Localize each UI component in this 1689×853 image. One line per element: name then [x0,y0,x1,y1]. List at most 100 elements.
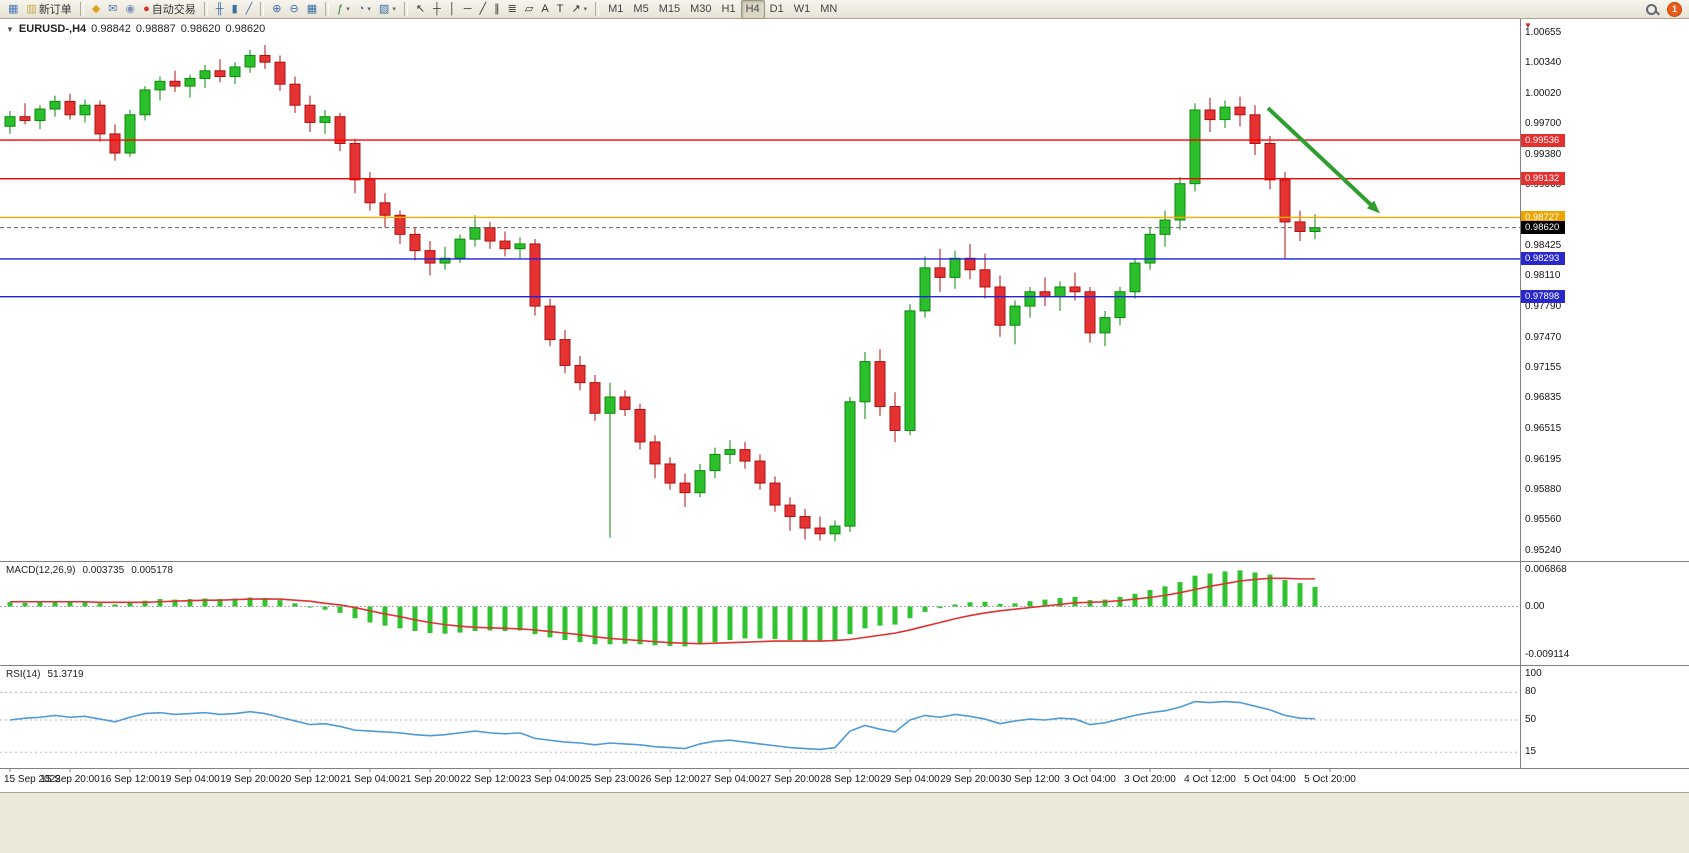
macd-panel-label: MACD(12,26,9) 0.003735 0.005178 [6,565,173,576]
search-icon[interactable] [1646,3,1660,15]
charts-menu-icon: ◆ [91,2,101,15]
timeframe-m15-label: M15 [658,3,681,15]
vertical-line-icon[interactable]: │ [445,0,460,19]
rsi-axis-label: 50 [1525,714,1537,725]
crosshair-icon[interactable]: ┼ [429,0,445,19]
window-bottom-area [0,792,1689,853]
bar-chart-type-icon[interactable]: ╫ [212,0,228,19]
periods-icon: ◔ [357,2,365,15]
new-chart-icon[interactable]: ▦ [4,0,22,19]
timeframe-h4[interactable]: H4 [740,0,765,19]
rsi-axis-label: 80 [1525,686,1537,698]
dropdown-arrow-icon: ▾ [583,6,588,13]
timeframe-w1[interactable]: W1 [789,0,816,19]
charts-menu-icon[interactable]: ◆ [88,0,104,19]
line-chart-type-icon[interactable]: ╱ [242,0,257,19]
timeframe-d1[interactable]: D1 [765,0,789,19]
toolbar-separator [79,2,84,16]
dropdown-arrow-icon: ▾ [367,6,371,13]
templates-icon[interactable]: ▧ ▾ [375,0,400,19]
price-axis-label: 0.98425 [1525,240,1562,252]
toolbar-separator [325,2,330,16]
timeframe-m5[interactable]: M5 [628,0,653,19]
horizontal-line-icon: ─ [463,2,472,15]
expert-advisors-icon[interactable]: ◉ [122,0,140,19]
arrows-icon: ↗ [571,2,581,15]
timeframe-mn[interactable]: MN [815,0,842,19]
magnifier-handle [1655,10,1660,15]
new-order-button[interactable]: ▥ 新订单 [22,0,75,19]
macd-axis-label: -0.009114 [1525,649,1570,660]
support-line-2-price-box: 0.97898 [1521,290,1565,304]
horizontal-line-icon[interactable]: ─ [460,0,476,19]
time-axis-label: 27 Sep 20:00 [760,774,820,785]
trendline-icon[interactable]: ╱ [476,0,491,19]
timeframe-w1-label: W1 [793,3,811,15]
rsi-axis-label: 15 [1525,746,1537,758]
mail-icon: ✉ [108,2,118,15]
channel-icon[interactable]: ∥ [490,0,504,19]
time-axis-label: 5 Oct 04:00 [1244,774,1296,785]
autotrading-button-label: 自动交易 [151,4,196,16]
bar-chart-type-icon: ╫ [215,2,224,15]
fibonacci-icon[interactable]: ≣ [504,0,521,19]
support-line-1-price-box: 0.98293 [1521,252,1565,266]
autotrading-button[interactable]: ● 自动交易 [139,0,200,19]
templates-icon: ▧ [378,2,390,15]
time-axis-label: 23 Sep 04:00 [520,774,580,785]
pivot-line-price-box: 0.98727 [1521,210,1565,224]
price-axis-label: 0.95240 [1525,545,1562,556]
toolbar-separator [203,2,208,16]
chart-open-value: 0.98842 [91,23,131,35]
timeframe-m30[interactable]: M30 [685,0,716,19]
channel-icon: ∥ [494,2,500,15]
text-icon[interactable]: A [537,0,552,19]
price-axis-label: 0.97790 [1525,301,1562,313]
label-icon[interactable]: T [553,0,568,19]
price-axis-label: 0.97155 [1525,361,1562,373]
timeframe-m15[interactable]: M15 [654,0,685,19]
new-chart-icon: ▦ [8,2,19,15]
toolbar-right: 1 [1646,1,1685,17]
periods-icon[interactable]: ◔ ▾ [354,0,375,19]
time-axis[interactable]: 15 Sep 2022 15 Sep 20:00 16 Sep 12:00 19 Se… [0,768,1689,792]
cursor-icon[interactable]: ↖ [412,0,429,19]
time-axis-label: 3 Oct 20:00 [1124,774,1176,785]
time-axis-label: 29 Sep 20:00 [940,774,1000,785]
chart-low-value: 0.98620 [180,23,221,35]
macd-axis-label: 0.00 [1525,600,1545,612]
candlestick-type-icon[interactable]: ▮ [228,0,242,19]
zoom-out-icon: ⊖ [289,2,299,15]
crosshair-icon: ┼ [433,2,441,15]
rsi-axis-label: 100 [1525,668,1542,679]
zoom-in-icon[interactable]: ⊕ [268,0,285,19]
line-chart-type-icon: ╱ [245,2,253,15]
price-axis[interactable]: ▼ 1.00655 1.00340 1.00020 0.99700 0.99380 0.9… [1520,19,1689,768]
dropdown-arrow-icon: ▾ [392,6,396,13]
time-axis-label: 27 Sep 04:00 [700,774,760,785]
price-axis-label: 0.96835 [1525,392,1562,404]
time-axis-label: 29 Sep 04:00 [880,774,940,785]
chart-collapse-icon[interactable]: ▼ [6,24,14,34]
mail-icon[interactable]: ✉ [104,0,121,19]
chart-close-value: 0.98620 [225,23,266,35]
chart-plot-area[interactable] [0,19,1520,768]
candlestick-type-icon: ▮ [231,2,238,15]
notification-badge[interactable]: 1 [1667,1,1682,17]
time-axis-label: 19 Sep 20:00 [220,774,280,785]
indicators-icon[interactable]: ƒ ▾ [333,0,354,19]
resistance-line-2-price-box: 0.99132 [1521,172,1565,186]
time-axis-label: 21 Sep 04:00 [340,774,400,785]
price-axis-label: 0.98110 [1525,270,1561,282]
price-axis-label: 1.00020 [1525,87,1562,99]
arrows-icon[interactable]: ↗ ▾ [567,0,591,19]
time-axis-label: 15 Sep 2022 [4,774,61,785]
timeframe-h1[interactable]: H1 [717,0,741,19]
rsi-panel-label: RSI(14) 51.3719 [6,669,84,680]
timeframe-h1-label: H1 [721,3,736,15]
zoom-out-icon[interactable]: ⊖ [285,0,302,19]
timeframe-m1[interactable]: M1 [603,0,628,19]
price-axis-label: 0.99380 [1525,148,1562,160]
shapes-icon[interactable]: ▱ [521,0,537,19]
tile-windows-icon[interactable]: ▦ [303,0,321,19]
